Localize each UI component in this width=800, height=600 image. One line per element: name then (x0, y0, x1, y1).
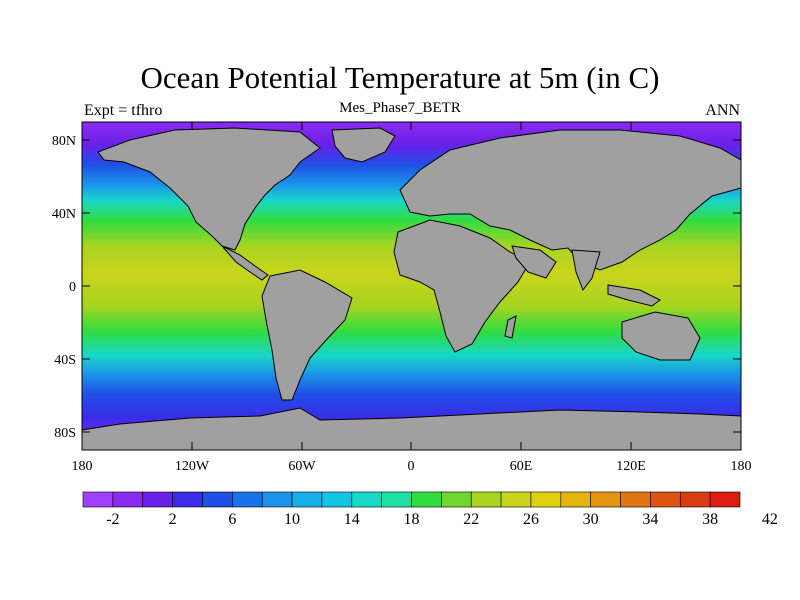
lon-label-60e: 60E (510, 459, 533, 474)
colorbar-swatch (470, 491, 502, 508)
colorbar-swatch (620, 491, 651, 508)
lon-tick-marks (81, 122, 742, 450)
lat-label-80n: 80N (52, 134, 76, 149)
land-central-america (221, 245, 269, 281)
lat-label-80s: 80S (54, 426, 76, 441)
colorbar-swatch (172, 491, 203, 508)
land-eurasia (399, 129, 741, 271)
colorbar-swatch (590, 491, 621, 508)
lat-label-40s: 40S (54, 353, 76, 368)
colorbar-label: 34 (642, 511, 658, 528)
colorbar-label: 6 (228, 511, 236, 528)
colorbar-swatch (411, 491, 442, 508)
lon-label-0: 0 (408, 459, 415, 474)
land-indonesia (607, 284, 661, 307)
lon-label-180e: 180 (731, 459, 752, 474)
colorbar-label: 42 (762, 511, 778, 528)
colorbar-label: 18 (404, 511, 420, 528)
colorbar-swatch (261, 491, 293, 508)
colorbar-label: 22 (463, 511, 479, 528)
colorbar-swatch (321, 491, 353, 508)
colorbar-label: -2 (106, 511, 119, 528)
land-india (571, 249, 601, 292)
colorbar-label: 30 (583, 511, 599, 528)
colorbar-swatch (351, 491, 382, 508)
land-greenland (331, 127, 396, 163)
colorbar-swatch (650, 491, 681, 508)
colorbar-swatch (709, 491, 741, 508)
land-north-america (97, 127, 321, 251)
lat-label-40n: 40N (52, 207, 76, 222)
lon-label-60w: 60W (288, 459, 316, 474)
colorbar-label: 26 (523, 511, 539, 528)
colorbar-swatch (291, 491, 323, 508)
colorbar-swatch (142, 491, 173, 508)
colorbar-swatch (530, 491, 562, 508)
colorbar-swatch (202, 491, 233, 508)
case-label: Mes_Phase7_BETR (339, 100, 461, 116)
land-madagascar (504, 315, 517, 339)
lat-tick-marks (82, 139, 741, 433)
lon-label-180w: 180 (72, 459, 93, 474)
land-antarctica (82, 407, 741, 450)
colorbar-label: 2 (169, 511, 177, 528)
colorbar-label: 14 (344, 511, 360, 528)
colorbar-swatch (82, 491, 114, 508)
colorbar-label: 38 (702, 511, 718, 528)
experiment-label: Expt = tfhro (84, 102, 163, 119)
colorbar-swatch (679, 491, 711, 508)
land-south-america (261, 269, 353, 401)
colorbar-swatch (381, 491, 412, 508)
colorbar (82, 491, 741, 508)
chart-title: Ocean Potential Temperature at 5m (in C) (140, 60, 660, 95)
colorbar-swatch (441, 491, 472, 508)
colorbar-swatch (560, 491, 591, 508)
lon-label-120w: 120W (175, 459, 210, 474)
colorbar-swatch (232, 491, 263, 508)
colorbar-label: 10 (284, 511, 300, 528)
colorbar-swatch (500, 491, 532, 508)
land-arabia (511, 245, 557, 279)
lon-label-120e: 120E (616, 459, 646, 474)
land-australia (621, 311, 701, 361)
lat-label-0: 0 (69, 280, 76, 295)
season-label: ANN (705, 102, 740, 119)
land-africa (393, 219, 531, 353)
colorbar-swatch (112, 491, 144, 508)
